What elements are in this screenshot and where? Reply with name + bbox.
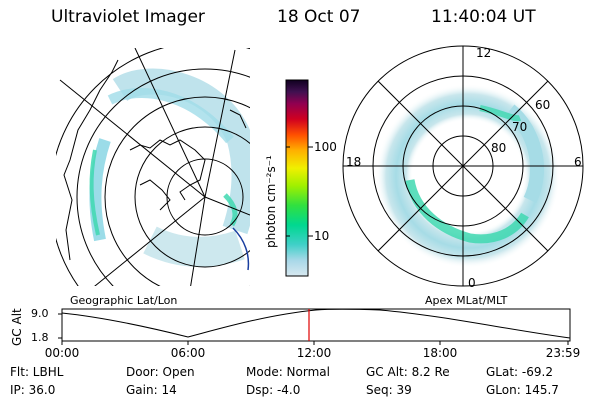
apex-mlt-18-label: 18 [346,155,362,169]
altitude-xtick-0000: 00:00 [44,346,80,360]
observation-time: 11:40:04 UT [431,7,536,27]
info-glat: GLat: -69.2 [486,365,553,379]
altitude-ytick-1-8: 1.8 [31,331,49,344]
info-mode: Mode: Normal [246,365,330,379]
apex-mlt-12-label: 12 [476,46,492,60]
info-gc-alt: GC Alt: 8.2 Re [366,365,450,379]
apex-image [342,45,584,287]
colorbar [285,79,313,277]
geo-lon-lines [59,48,250,286]
info-gain: Gain: 14 [126,383,177,397]
apex-diag-2 [377,80,549,252]
colorbar-tick-10: 10 [314,229,330,243]
apex-oval-noon [479,105,522,122]
altitude-curve [61,308,571,339]
apex-mlt-6-label: 6 [574,155,582,169]
altitude-plot [58,308,571,345]
geographic-image [56,48,250,286]
colorbar-tick-100: 100 [314,140,337,154]
instrument-title: Ultraviolet Imager [51,7,205,27]
observation-date: 18 Oct 07 [277,7,361,27]
altitude-xtick-0600: 06:00 [170,346,206,360]
altitude-ytick-9: 9.0 [31,307,49,320]
apex-oval-dusk [405,179,529,244]
apex-mlat-70-label: 70 [512,120,528,134]
info-dsp: Dsp: -4.0 [246,383,301,397]
info-door: Door: Open [126,365,195,379]
apex-mlat-80-label: 80 [491,141,507,155]
altitude-ylabel: GC Alt [10,308,24,346]
info-seq: Seq: 39 [366,383,412,397]
apex-mlat-60-label: 60 [535,98,551,112]
apex-panel-caption: Apex MLat/MLT [425,294,508,307]
altitude-xtick-1200: 12:00 [296,346,332,360]
info-glon: GLon: 145.7 [486,383,559,397]
colorbar-unit-label: photon cm⁻²s⁻¹ [264,155,278,248]
geo-coastline [63,59,247,261]
info-filter: Flt: LBHL [10,365,64,379]
altitude-xtick-2359: 23:59 [545,346,581,360]
geo-terminator [232,227,250,271]
apex-mlt-0-label: 0 [468,276,476,290]
geo-panel-caption: Geographic Lat/Lon [70,294,178,307]
altitude-xtick-1800: 18:00 [422,346,458,360]
info-ip: IP: 36.0 [10,383,56,397]
